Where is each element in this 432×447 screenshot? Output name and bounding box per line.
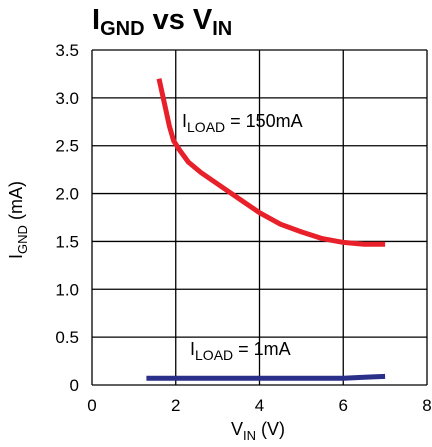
title-main-sub: GND — [100, 18, 144, 40]
y-tick-label: 3.5 — [55, 41, 79, 60]
annotation-150ma-sub: LOAD — [187, 119, 225, 135]
y-tick-label: 1.0 — [55, 280, 79, 299]
y-tick-label: 2.0 — [55, 185, 79, 204]
x-tick-label: 4 — [255, 396, 264, 415]
x-tick-label: 6 — [339, 396, 348, 415]
y-tick-label: 2.5 — [55, 137, 79, 156]
y-tick-label: 0 — [70, 376, 79, 395]
x-tick-label: 8 — [422, 396, 431, 415]
annotation-1ma-main: I — [190, 339, 195, 359]
series-line-1ma — [146, 373, 386, 381]
annotation-1ma-rest: = 1mA — [233, 339, 291, 359]
x-axis-label-rest: (V) — [256, 419, 285, 439]
annotation-150ma-main: I — [182, 111, 187, 131]
x-axis-label-main: V — [231, 419, 243, 439]
series-lines — [146, 78, 386, 381]
y-tick-label: 3.0 — [55, 89, 79, 108]
x-tick-label: 2 — [171, 396, 180, 415]
x-tick-label: 0 — [87, 396, 96, 415]
y-tick-labels: 0 0.5 1.0 1.5 2.0 2.5 3.0 3.5 — [55, 41, 79, 395]
y-tick-label: 1.5 — [55, 232, 79, 251]
x-tick-labels: 0 2 4 6 8 — [87, 396, 431, 415]
chart-title: IGND vs VIN — [92, 4, 232, 40]
annotation-150ma-rest: = 150mA — [225, 111, 303, 131]
y-axis-label-sub: GND — [15, 225, 30, 254]
y-axis-label-rest: (mA) — [6, 181, 26, 225]
title-mid-sub: IN — [212, 18, 232, 40]
x-axis-label: VIN (V) — [231, 419, 285, 443]
y-tick-label: 0.5 — [55, 328, 79, 347]
y-axis-label: IGND (mA) — [6, 181, 30, 259]
annotation-150ma: ILOAD = 150mA — [182, 111, 303, 135]
title-mid: vs V — [145, 4, 213, 36]
y-axis-label-main: I — [6, 254, 26, 259]
x-axis-label-sub: IN — [243, 428, 256, 443]
annotation-1ma-sub: LOAD — [195, 347, 233, 363]
grid — [91, 49, 428, 386]
series-line-150ma — [156, 78, 386, 247]
annotation-1ma: ILOAD = 1mA — [190, 339, 291, 363]
title-main: I — [92, 4, 100, 36]
